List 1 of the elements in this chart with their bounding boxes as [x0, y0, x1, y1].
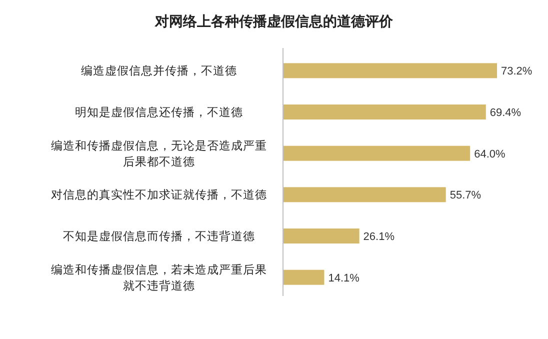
title: 对网络上各种传播虚假信息的道德评价 [155, 13, 393, 29]
